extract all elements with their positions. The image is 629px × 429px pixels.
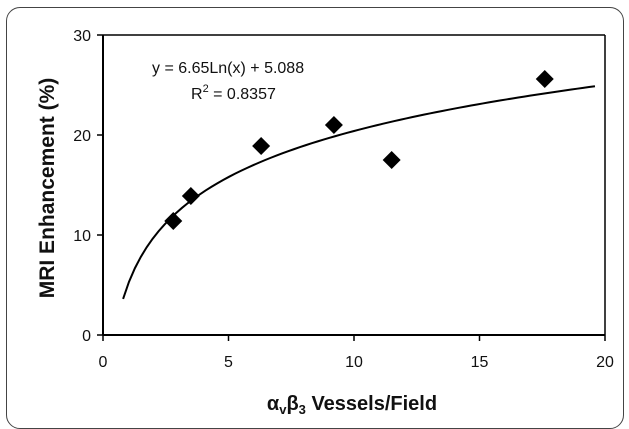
log-trendline xyxy=(122,85,596,300)
figure-frame xyxy=(6,7,624,429)
x-tick-label: 20 xyxy=(596,354,614,371)
x-tick-label: 5 xyxy=(224,354,233,371)
y-axis-label: MRI Enhancement (%) xyxy=(36,78,59,299)
ticks: 0 5 10 15 20 0 10 20 30 xyxy=(73,28,614,371)
trendline-equation: y = 6.65Ln(x) + 5.088 xyxy=(152,60,304,77)
data-point-diamond xyxy=(324,116,343,134)
data-point-diamond xyxy=(382,151,401,169)
data-point-diamond xyxy=(535,70,554,88)
data-point-diamond xyxy=(181,187,200,205)
data-points xyxy=(164,70,554,230)
scatter-chart: 0 5 10 15 20 0 10 20 30 y = 6.65Ln(x) + 5.088 R2… xyxy=(36,28,614,414)
data-point-diamond xyxy=(252,137,271,155)
y-tick-label: 10 xyxy=(73,228,91,245)
x-tick-label: 15 xyxy=(471,354,489,371)
x-tick-label: 0 xyxy=(99,354,108,371)
axes xyxy=(102,34,606,336)
data-point-diamond xyxy=(164,212,183,230)
x-axis-label: αvβ3 Vessels/Field xyxy=(267,393,437,414)
y-tick-label: 0 xyxy=(82,328,91,345)
y-tick-label: 30 xyxy=(73,28,91,45)
y-tick-label: 20 xyxy=(73,128,91,145)
r-squared-label: R2 = 0.8357 xyxy=(191,83,276,103)
x-tick-label: 10 xyxy=(345,354,363,371)
